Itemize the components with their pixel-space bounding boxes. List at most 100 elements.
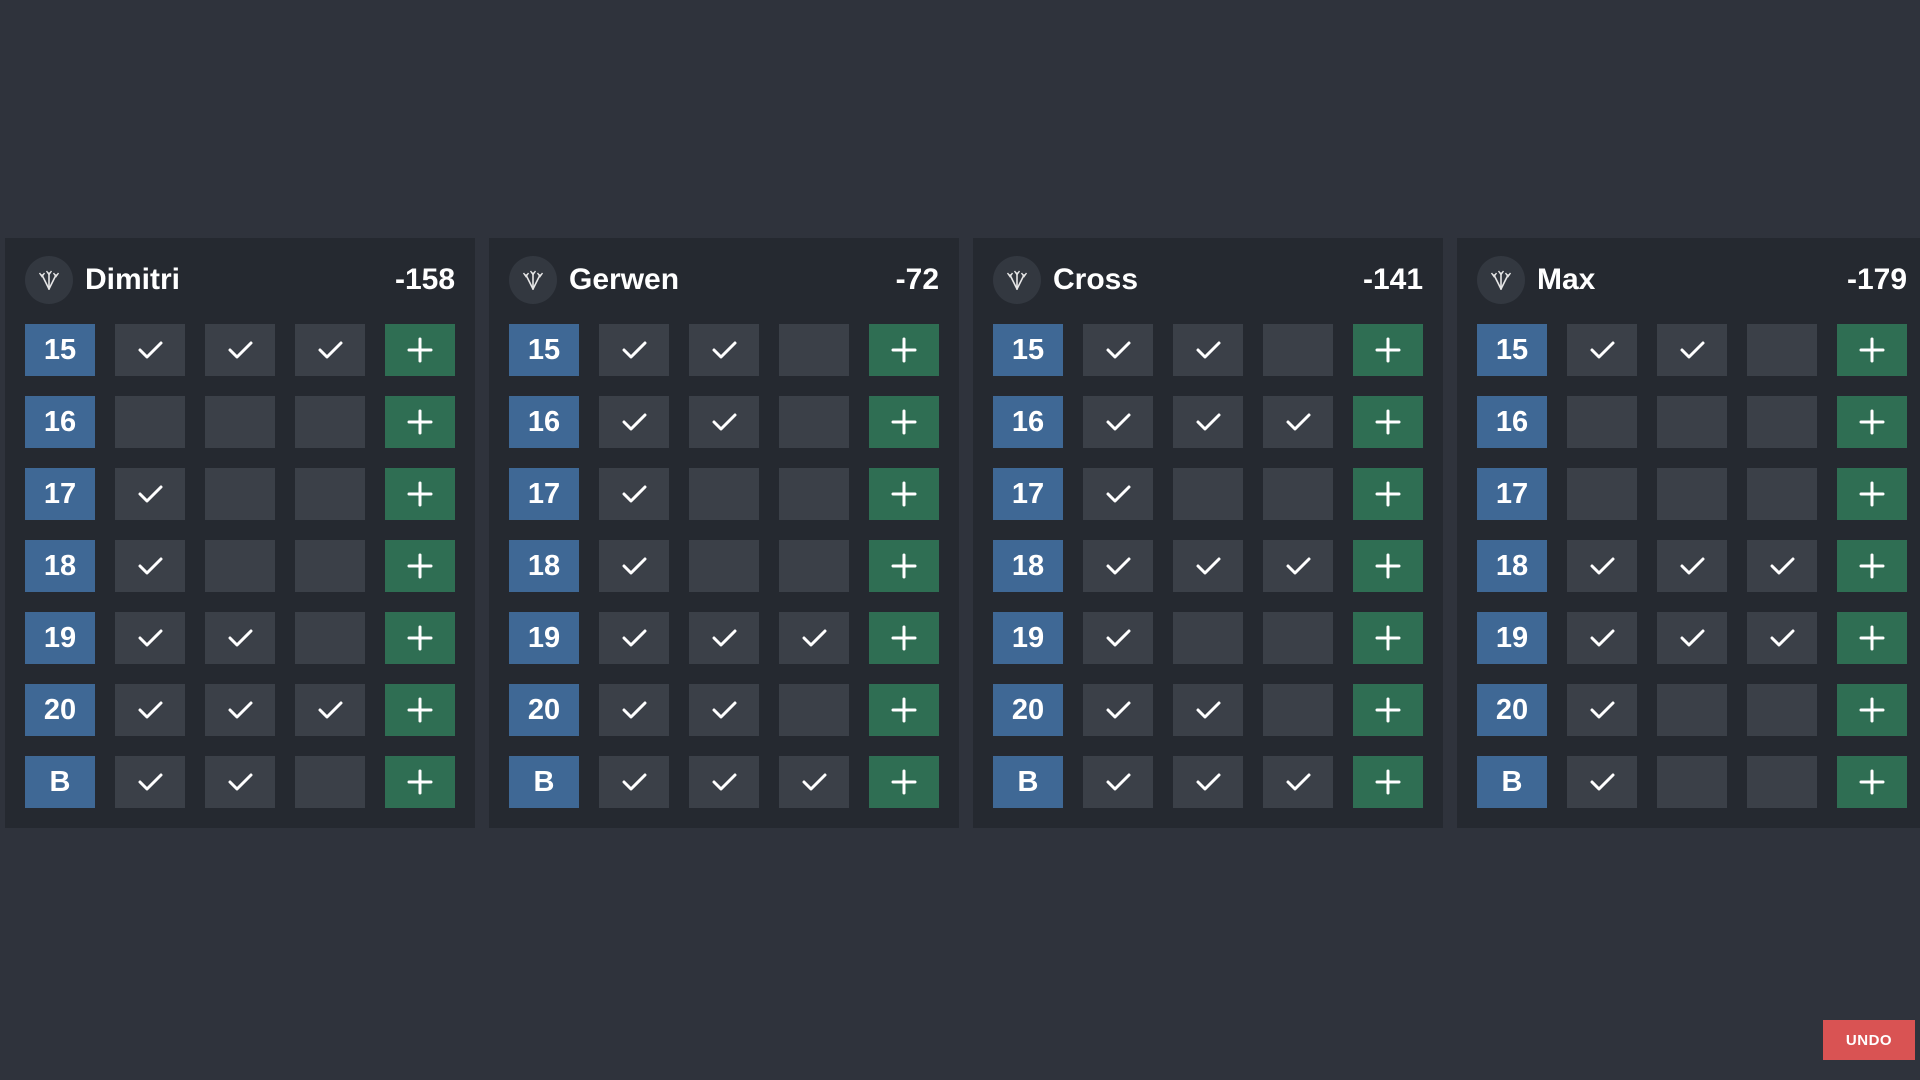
hit-cell[interactable] <box>1083 396 1153 448</box>
hit-cell[interactable] <box>779 468 849 520</box>
hit-cell[interactable] <box>1567 396 1637 448</box>
hit-cell[interactable] <box>1747 468 1817 520</box>
hit-cell[interactable] <box>295 396 365 448</box>
undo-button[interactable]: UNDO <box>1823 1020 1915 1060</box>
hit-cell[interactable] <box>115 684 185 736</box>
hit-cell[interactable] <box>689 684 759 736</box>
hit-cell[interactable] <box>1083 684 1153 736</box>
hit-cell[interactable] <box>1567 324 1637 376</box>
hit-cell[interactable] <box>295 324 365 376</box>
hit-cell[interactable] <box>599 468 669 520</box>
hit-cell[interactable] <box>295 756 365 808</box>
hit-cell[interactable] <box>205 540 275 592</box>
hit-cell[interactable] <box>689 756 759 808</box>
hit-cell[interactable] <box>1263 684 1333 736</box>
hit-cell[interactable] <box>1567 756 1637 808</box>
add-hit-button[interactable] <box>1353 396 1423 448</box>
add-hit-button[interactable] <box>1353 324 1423 376</box>
hit-cell[interactable] <box>1657 684 1727 736</box>
hit-cell[interactable] <box>689 468 759 520</box>
hit-cell[interactable] <box>1083 612 1153 664</box>
add-hit-button[interactable] <box>1353 612 1423 664</box>
hit-cell[interactable] <box>115 324 185 376</box>
add-hit-button[interactable] <box>869 684 939 736</box>
hit-cell[interactable] <box>1657 612 1727 664</box>
hit-cell[interactable] <box>1263 324 1333 376</box>
hit-cell[interactable] <box>1747 684 1817 736</box>
hit-cell[interactable] <box>779 324 849 376</box>
hit-cell[interactable] <box>599 684 669 736</box>
hit-cell[interactable] <box>1083 324 1153 376</box>
hit-cell[interactable] <box>205 756 275 808</box>
hit-cell[interactable] <box>779 396 849 448</box>
hit-cell[interactable] <box>599 540 669 592</box>
add-hit-button[interactable] <box>1837 468 1907 520</box>
add-hit-button[interactable] <box>385 756 455 808</box>
add-hit-button[interactable] <box>869 540 939 592</box>
hit-cell[interactable] <box>205 468 275 520</box>
add-hit-button[interactable] <box>869 396 939 448</box>
hit-cell[interactable] <box>1657 396 1727 448</box>
hit-cell[interactable] <box>1747 612 1817 664</box>
hit-cell[interactable] <box>295 540 365 592</box>
hit-cell[interactable] <box>205 396 275 448</box>
hit-cell[interactable] <box>689 396 759 448</box>
add-hit-button[interactable] <box>1837 540 1907 592</box>
hit-cell[interactable] <box>1657 324 1727 376</box>
add-hit-button[interactable] <box>385 684 455 736</box>
add-hit-button[interactable] <box>385 540 455 592</box>
add-hit-button[interactable] <box>1353 684 1423 736</box>
hit-cell[interactable] <box>1657 756 1727 808</box>
hit-cell[interactable] <box>115 540 185 592</box>
hit-cell[interactable] <box>1083 540 1153 592</box>
add-hit-button[interactable] <box>869 756 939 808</box>
hit-cell[interactable] <box>1173 612 1243 664</box>
hit-cell[interactable] <box>779 540 849 592</box>
hit-cell[interactable] <box>1173 540 1243 592</box>
add-hit-button[interactable] <box>1353 540 1423 592</box>
hit-cell[interactable] <box>205 324 275 376</box>
hit-cell[interactable] <box>1263 756 1333 808</box>
hit-cell[interactable] <box>599 612 669 664</box>
hit-cell[interactable] <box>1263 468 1333 520</box>
hit-cell[interactable] <box>1173 756 1243 808</box>
hit-cell[interactable] <box>779 756 849 808</box>
add-hit-button[interactable] <box>385 468 455 520</box>
hit-cell[interactable] <box>1747 756 1817 808</box>
hit-cell[interactable] <box>205 612 275 664</box>
hit-cell[interactable] <box>295 684 365 736</box>
add-hit-button[interactable] <box>385 324 455 376</box>
hit-cell[interactable] <box>115 612 185 664</box>
hit-cell[interactable] <box>1747 540 1817 592</box>
hit-cell[interactable] <box>1263 396 1333 448</box>
hit-cell[interactable] <box>1263 540 1333 592</box>
add-hit-button[interactable] <box>1353 756 1423 808</box>
hit-cell[interactable] <box>599 396 669 448</box>
hit-cell[interactable] <box>115 756 185 808</box>
add-hit-button[interactable] <box>869 612 939 664</box>
add-hit-button[interactable] <box>1837 756 1907 808</box>
hit-cell[interactable] <box>1747 324 1817 376</box>
hit-cell[interactable] <box>1173 396 1243 448</box>
add-hit-button[interactable] <box>385 396 455 448</box>
hit-cell[interactable] <box>689 324 759 376</box>
add-hit-button[interactable] <box>1837 612 1907 664</box>
add-hit-button[interactable] <box>385 612 455 664</box>
hit-cell[interactable] <box>115 468 185 520</box>
hit-cell[interactable] <box>779 612 849 664</box>
add-hit-button[interactable] <box>869 468 939 520</box>
hit-cell[interactable] <box>1173 468 1243 520</box>
hit-cell[interactable] <box>1083 468 1153 520</box>
hit-cell[interactable] <box>115 396 185 448</box>
hit-cell[interactable] <box>779 684 849 736</box>
hit-cell[interactable] <box>295 468 365 520</box>
add-hit-button[interactable] <box>1837 684 1907 736</box>
hit-cell[interactable] <box>1657 468 1727 520</box>
hit-cell[interactable] <box>1083 756 1153 808</box>
hit-cell[interactable] <box>205 684 275 736</box>
hit-cell[interactable] <box>1747 396 1817 448</box>
hit-cell[interactable] <box>1657 540 1727 592</box>
hit-cell[interactable] <box>1173 324 1243 376</box>
hit-cell[interactable] <box>689 540 759 592</box>
hit-cell[interactable] <box>1567 612 1637 664</box>
